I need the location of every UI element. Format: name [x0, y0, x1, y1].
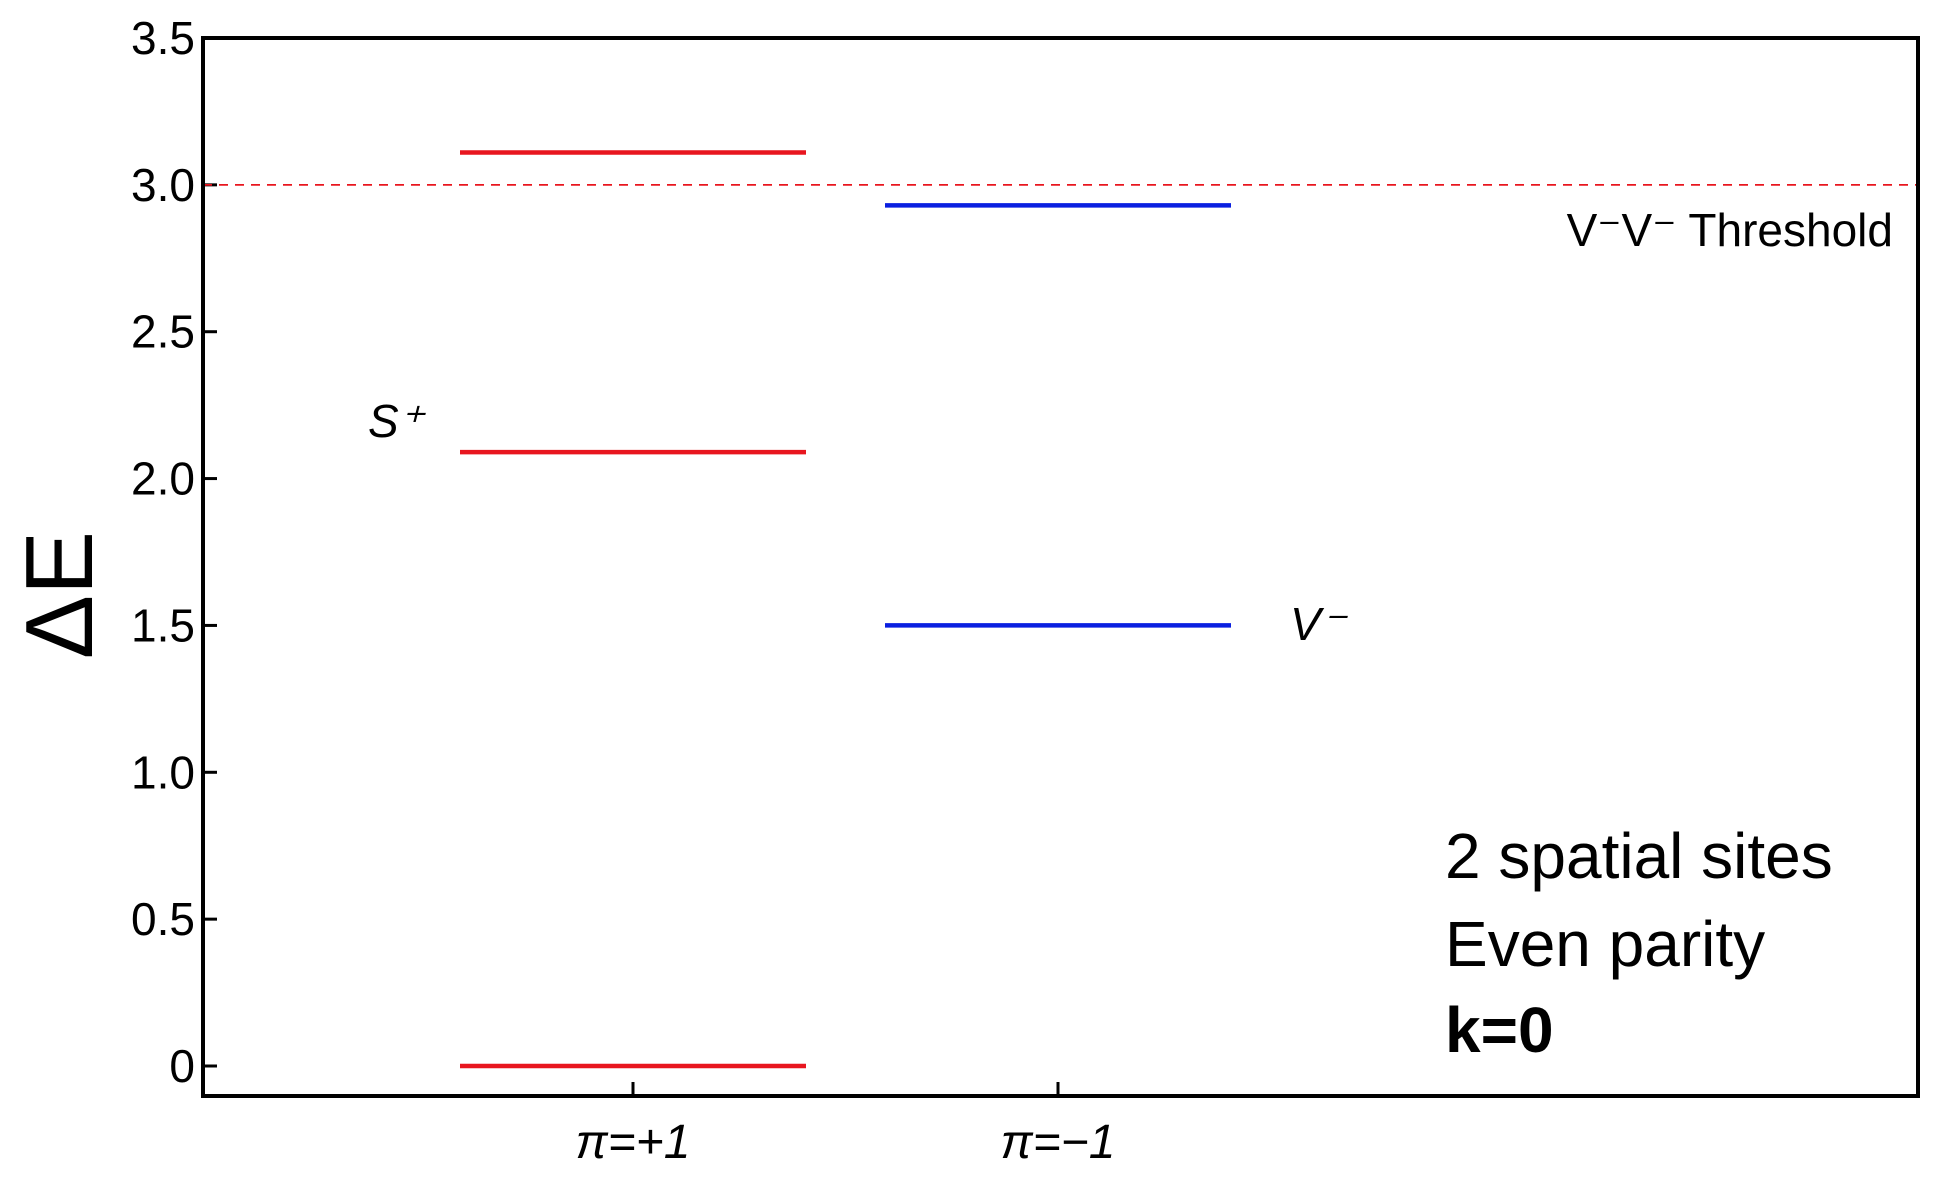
y-tick-label: 3.5	[131, 12, 195, 64]
energy-levels	[460, 150, 1231, 1069]
y-ticks: 0 0.5 1.0 1.5 2.0 2.5 3.0 3.5	[131, 12, 217, 1092]
y-axis-label: ΔE	[6, 531, 113, 659]
info-momentum: k=0	[1445, 994, 1554, 1066]
y-tick-label: 1.5	[131, 599, 195, 651]
y-tick-label: 0	[169, 1040, 195, 1092]
y-tick-label: 0.5	[131, 893, 195, 945]
y-tick-label: 1.0	[131, 746, 195, 798]
y-tick-label: 3.0	[131, 159, 195, 211]
y-tick-label: 2.0	[131, 453, 195, 505]
x-ticks: π=+1 π=−1	[576, 1082, 1116, 1169]
info-sites: 2 spatial sites	[1445, 820, 1833, 892]
s-plus-annotation: S⁺	[368, 395, 427, 447]
threshold-label: V⁻V⁻ Threshold	[1567, 204, 1893, 256]
info-parity: Even parity	[1445, 908, 1765, 980]
x-category-label: π=+1	[576, 1116, 691, 1169]
x-category-label: π=−1	[1001, 1116, 1116, 1169]
y-tick-label: 2.5	[131, 306, 195, 358]
plot-frame	[201, 36, 1920, 1098]
v-minus-annotation: V⁻	[1290, 598, 1349, 650]
